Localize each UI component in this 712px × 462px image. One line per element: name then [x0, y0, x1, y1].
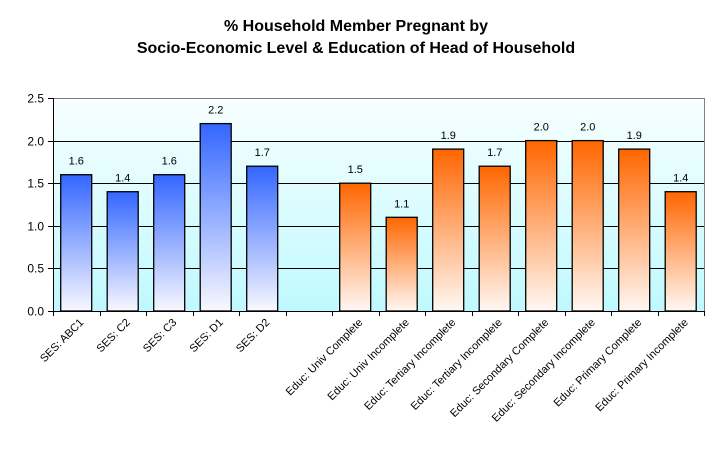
axes — [48, 98, 705, 316]
bar — [60, 174, 93, 312]
y-tick-label: 2.5 — [27, 92, 44, 106]
data-label: 1.9 — [441, 130, 456, 142]
bar — [571, 139, 604, 312]
x-tick-label: SES: D2 — [234, 317, 272, 355]
data-label: 2.0 — [534, 122, 549, 134]
bar — [432, 148, 465, 312]
bar — [339, 182, 372, 312]
bar — [153, 174, 186, 312]
chart-title: % Household Member Pregnant by Socio-Eco… — [0, 16, 712, 60]
data-label: 1.4 — [673, 173, 688, 185]
chart-title-line-1: % Household Member Pregnant by — [223, 18, 489, 35]
y-tick-label: 1.0 — [27, 220, 44, 234]
data-label: 1.7 — [255, 147, 270, 159]
y-tick-label: 1.5 — [27, 177, 44, 191]
x-tick-label: Educ: Secondary Complete — [448, 317, 551, 420]
x-tick-label: Educ: Univ Complete — [284, 317, 366, 399]
x-tick-label: Educ: Primary Complete — [552, 317, 645, 410]
x-tick-label: Educ: Tertiary Incomplete — [362, 317, 458, 413]
data-label: 1.6 — [162, 156, 177, 168]
bar — [664, 191, 697, 312]
x-tick-label: Educ: Primary Incomplete — [593, 317, 691, 415]
plot-area — [53, 98, 704, 311]
bar — [106, 191, 139, 312]
y-tick-label: 0.5 — [27, 262, 44, 276]
data-label: 1.5 — [348, 164, 363, 176]
y-tick-label: 2.0 — [27, 135, 44, 149]
bars — [60, 122, 697, 312]
bar — [199, 122, 232, 312]
x-tick-label: Educ: Tertiary Incomplete — [409, 317, 505, 413]
data-label: 1.1 — [394, 198, 409, 210]
data-label: 2.2 — [208, 105, 223, 117]
x-tick-label: Educ: Univ Incomplete — [326, 317, 412, 403]
bar — [618, 148, 651, 312]
x-tick-label: SES: C3 — [141, 317, 179, 355]
data-label: 1.4 — [115, 173, 130, 185]
bar — [385, 216, 418, 312]
x-tick-label: SES: ABC1 — [38, 317, 86, 365]
data-label: 1.9 — [627, 130, 642, 142]
bar — [246, 165, 279, 312]
y-tick-label: 0.0 — [27, 305, 44, 319]
data-label: 1.6 — [69, 156, 84, 168]
bar — [478, 165, 511, 312]
x-tick-label: SES: C2 — [95, 317, 133, 355]
data-label: 2.0 — [580, 122, 595, 134]
chart-title-line-2: Socio-Economic Level & Education of Head… — [136, 40, 576, 57]
bar — [525, 139, 558, 312]
data-label: 1.7 — [487, 147, 502, 159]
x-tick-label: SES: D1 — [188, 317, 226, 355]
